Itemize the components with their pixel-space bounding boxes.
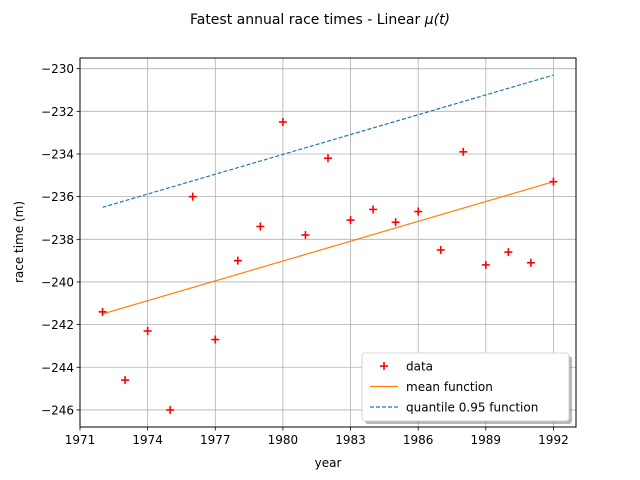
x-axis-title: year xyxy=(315,456,342,470)
chart-title-math: μ(t) xyxy=(424,12,450,28)
data-point xyxy=(504,248,513,257)
data-point xyxy=(436,245,445,254)
data-point xyxy=(98,307,107,316)
x-tick-label: 1977 xyxy=(200,433,231,447)
data-point xyxy=(391,218,400,227)
data-point xyxy=(278,117,287,126)
y-axis-title: race time (m) xyxy=(12,201,26,283)
chart-title-main: Fatest annual race times - Linear xyxy=(190,12,425,28)
data-point xyxy=(211,335,220,344)
data-point xyxy=(121,376,130,385)
legend-label: mean function xyxy=(406,380,493,394)
x-tick-label: 1989 xyxy=(471,433,502,447)
data-point xyxy=(324,154,332,163)
y-tick-label: −236 xyxy=(41,190,74,204)
y-tick-label: −234 xyxy=(41,147,74,161)
data-point xyxy=(459,147,468,156)
x-tick-label: 1971 xyxy=(65,433,96,447)
data-point xyxy=(256,222,265,231)
data-point xyxy=(369,205,378,214)
legend-marker-data xyxy=(380,362,388,370)
y-tick-label: −246 xyxy=(41,403,74,417)
data-point xyxy=(188,192,197,201)
x-tick-label: 1986 xyxy=(403,433,434,447)
quantile-line xyxy=(102,74,554,208)
legend-box xyxy=(361,352,570,422)
grid xyxy=(79,58,576,427)
legend: data mean function quantile 0.95 function xyxy=(361,352,572,424)
x-tick-label: 1974 xyxy=(132,433,163,447)
data-point xyxy=(414,207,423,216)
x-tick-label: 1992 xyxy=(538,433,569,447)
y-tick-label: −232 xyxy=(41,105,74,119)
plot-frame xyxy=(79,57,577,428)
axis-ticks: 1971 1974 1977 1980 1983 1986 1989 1992 −246 −244… xyxy=(41,62,569,447)
data-point xyxy=(301,231,310,240)
y-tick-label: −240 xyxy=(41,275,74,289)
plot-data xyxy=(98,74,558,414)
data-point xyxy=(481,260,490,269)
y-tick-label: −230 xyxy=(41,62,74,76)
mean-line xyxy=(102,181,554,315)
data-point xyxy=(526,258,535,267)
y-tick-label: −244 xyxy=(41,361,74,375)
data-point xyxy=(166,405,175,414)
chart-title: Fatest annual race times - Linear μ(t) xyxy=(190,12,450,28)
data-point xyxy=(143,327,152,336)
x-tick-label: 1983 xyxy=(335,433,366,447)
y-tick-label: −242 xyxy=(41,318,74,332)
y-tick-label: −238 xyxy=(41,233,74,247)
x-tick-label: 1980 xyxy=(268,433,299,447)
legend-label: quantile 0.95 function xyxy=(406,401,538,415)
data-point xyxy=(549,177,558,186)
data-point xyxy=(346,216,355,225)
data-point xyxy=(233,256,242,265)
legend-label: data xyxy=(406,360,433,374)
